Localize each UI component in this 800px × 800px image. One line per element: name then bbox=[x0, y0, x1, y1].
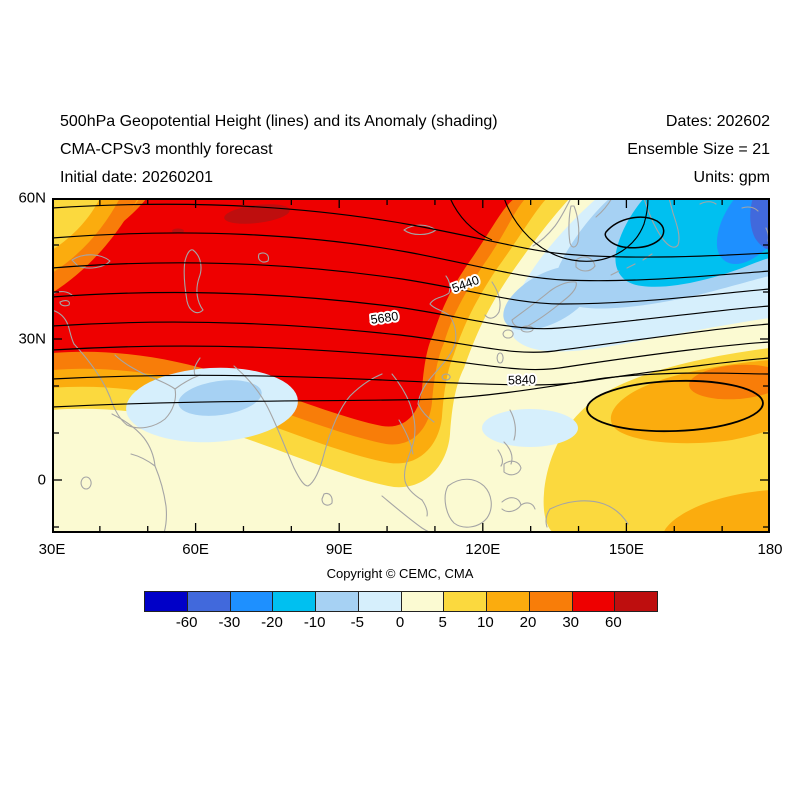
y-axis-label-30N: 30N bbox=[18, 330, 46, 348]
colorbar-cell-5 bbox=[358, 592, 402, 611]
colorbar-cell-0 bbox=[145, 592, 188, 611]
colorbar-level--30: -30 bbox=[218, 614, 241, 631]
map-panel: 5440 5680 5840 bbox=[52, 198, 770, 533]
anomaly-colorbar bbox=[144, 591, 658, 612]
colorbar-level-5: 5 bbox=[438, 614, 447, 631]
colorbar-cell-7 bbox=[444, 592, 487, 611]
y-axis-label-60N: 60N bbox=[18, 189, 46, 207]
x-axis-label-30E: 30E bbox=[38, 541, 66, 558]
map-frame bbox=[52, 198, 770, 533]
colorbar-level-20: 20 bbox=[519, 614, 537, 631]
page-title: 500hPa Geopotential Height (lines) and i… bbox=[60, 113, 498, 130]
colorbar-cell-4 bbox=[316, 592, 359, 611]
colorbar-level-0: 0 bbox=[395, 614, 405, 631]
contour-label-layer: 5440 5680 5840 bbox=[368, 271, 538, 390]
colorbar-level-10: 10 bbox=[476, 614, 494, 631]
y-axis-label-0: 0 bbox=[37, 471, 46, 489]
model-subtitle: CMA-CPSv3 monthly forecast bbox=[60, 141, 273, 158]
colorbar-cell-10 bbox=[572, 592, 616, 611]
colorbar-level--5: -5 bbox=[350, 614, 364, 631]
title-block: 500hPa Geopotential Height (lines) and i… bbox=[60, 108, 498, 192]
colorbar-cell-9 bbox=[529, 592, 573, 611]
colorbar-cell-3 bbox=[273, 592, 316, 611]
units-label: Units: gpm bbox=[693, 169, 770, 186]
colorbar-cell-8 bbox=[487, 592, 530, 611]
x-axis-label-60E: 60E bbox=[182, 541, 209, 558]
colorbar-cell-6 bbox=[401, 592, 445, 611]
anomaly-map: 5440 5680 5840 bbox=[52, 198, 770, 533]
forecast-dates-label: Dates: 202602 bbox=[665, 113, 770, 130]
anomaly-shading-layer bbox=[52, 198, 770, 533]
contour-label-5840: 5840 bbox=[508, 373, 536, 388]
colorbar-level--10: -10 bbox=[303, 614, 326, 631]
colorbar-cell-2 bbox=[230, 592, 274, 611]
coastline-layer bbox=[52, 198, 769, 533]
colorbar-cell-11 bbox=[615, 592, 657, 611]
colorbar-level-60: 60 bbox=[604, 614, 622, 631]
initial-date-label: Initial date: 20260201 bbox=[60, 169, 214, 186]
colorbar-level-30: 30 bbox=[562, 614, 579, 631]
contour-line-layer bbox=[52, 198, 770, 433]
ensemble-size-label: Ensemble Size = 21 bbox=[627, 141, 770, 158]
meta-block: Dates: 202602 Ensemble Size = 21 Units: … bbox=[627, 108, 770, 192]
x-axis-label-150E: 150E bbox=[608, 541, 644, 558]
x-axis-label-90E: 90E bbox=[325, 541, 353, 558]
contour-label-5680: 5680 bbox=[370, 309, 400, 327]
colorbar-level--60: -60 bbox=[175, 614, 198, 631]
x-axis-label-120E: 120E bbox=[465, 541, 501, 558]
x-axis-label-180: 180 bbox=[757, 541, 783, 558]
colorbar-cell-1 bbox=[187, 592, 231, 611]
colorbar-level--20: -20 bbox=[261, 614, 283, 631]
copyright-text: Copyright © CEMC, CMA bbox=[326, 566, 474, 581]
